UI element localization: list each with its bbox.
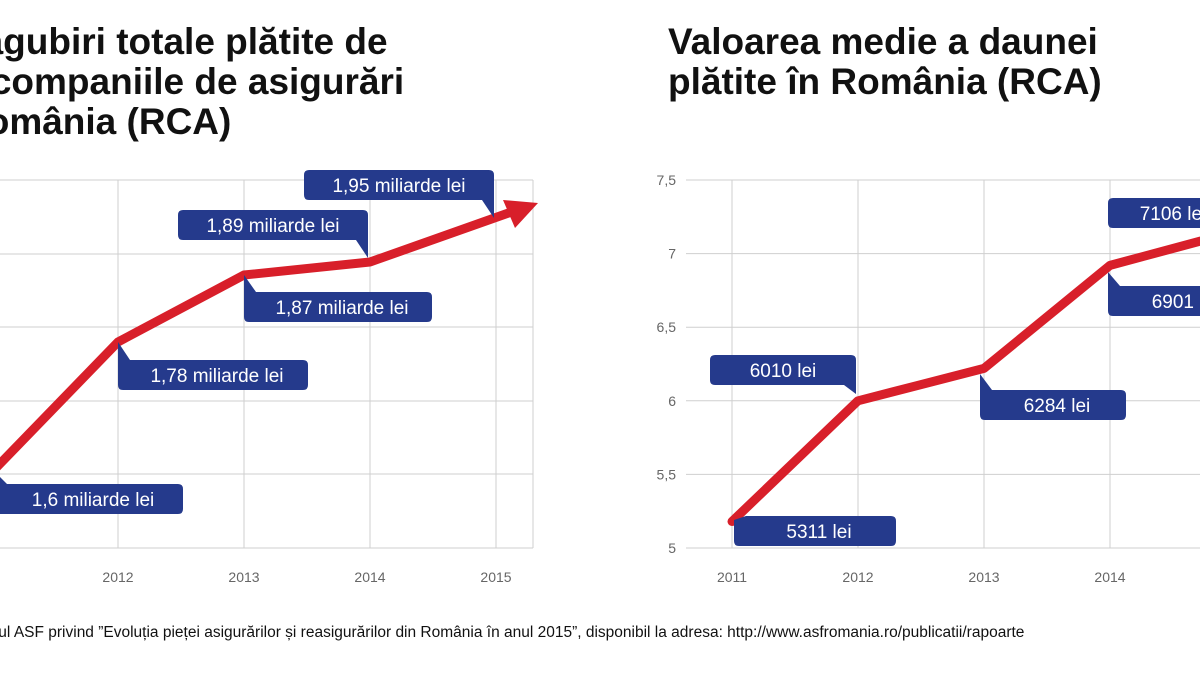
y-tick-label: 6: [668, 393, 676, 409]
callout-box: [118, 342, 308, 390]
x-tick-label: 2013: [228, 569, 259, 585]
callout-box: [1108, 198, 1200, 228]
data-label: 1,87 miliarde lei: [244, 275, 432, 322]
data-label: 7106 lei: [1108, 198, 1200, 228]
callout-box: [244, 275, 432, 322]
title-line: Valoarea medie a daunei: [668, 21, 1098, 62]
title-line: plătite în România (RCA): [668, 61, 1102, 102]
title-line: România (RCA): [0, 101, 232, 142]
data-label: 1,89 miliarde lei: [178, 210, 368, 258]
callout-label: 5311 lei: [786, 522, 851, 543]
source-note: tul ASF privind ”Evoluția pieței asigură…: [0, 624, 1025, 641]
chart-title-right: Valoarea medie a daunei plătite în Român…: [668, 22, 1102, 102]
callout-label: 6901 lei: [1152, 292, 1200, 313]
x-tick-label: 2012: [842, 569, 873, 585]
callout-label: 1,89 miliarde lei: [206, 216, 339, 237]
title-line: păgubiri totale plătite de: [0, 21, 388, 62]
chart-right-average-claim: 7,5 7 6,5 6 5,5 5 2011 2012 2013 2014 5311 lei 6010…: [657, 172, 1200, 585]
callout-label: 1,6 miliarde lei: [32, 490, 155, 511]
y-tick-label: 7: [668, 246, 676, 262]
callout-label: 6010 lei: [750, 361, 817, 382]
callout-box: [1108, 272, 1200, 316]
gridlines: [686, 179, 1200, 549]
x-tick-label: 2013: [968, 569, 999, 585]
chart-title-left: păgubiri totale plătite de e companiile …: [0, 22, 404, 142]
callout-box: [178, 210, 368, 258]
data-label: 5311 lei: [734, 516, 896, 546]
title-line: e companiile de asigurări: [0, 61, 405, 102]
callout-label: 1,87 miliarde lei: [275, 298, 408, 319]
x-tick-label: 2012: [102, 569, 133, 585]
callout-box: [734, 516, 896, 546]
series-arrowhead: [503, 200, 538, 228]
callout-label: 6284 lei: [1024, 396, 1091, 417]
data-label: 1,78 miliarde lei: [118, 342, 308, 390]
data-label: 6284 lei: [980, 374, 1126, 420]
x-tick-label: 2015: [480, 569, 511, 585]
data-label: 1,95 miliarde lei: [304, 170, 494, 218]
callout-label: 7106 lei: [1140, 204, 1200, 225]
y-tick-label: 5: [668, 540, 676, 556]
callout-label: 1,78 miliarde lei: [150, 366, 283, 387]
data-label: 6901 lei: [1108, 272, 1200, 316]
x-tick-label: 2014: [1094, 569, 1125, 585]
callout-box: [710, 355, 856, 394]
x-tick-label: 2011: [717, 569, 747, 585]
data-label: 1,6 miliarde lei: [0, 477, 183, 514]
callout-box: [304, 170, 494, 218]
y-tick-label: 5,5: [657, 466, 677, 482]
callout-box: [980, 374, 1126, 420]
x-tick-label: 2014: [354, 569, 385, 585]
y-tick-label: 7,5: [657, 172, 677, 188]
series-line: [727, 236, 1200, 527]
data-label: 6010 lei: [710, 355, 856, 394]
y-tick-label: 6,5: [657, 319, 677, 335]
callout-box: [0, 477, 183, 514]
callout-label: 1,95 miliarde lei: [332, 176, 465, 197]
